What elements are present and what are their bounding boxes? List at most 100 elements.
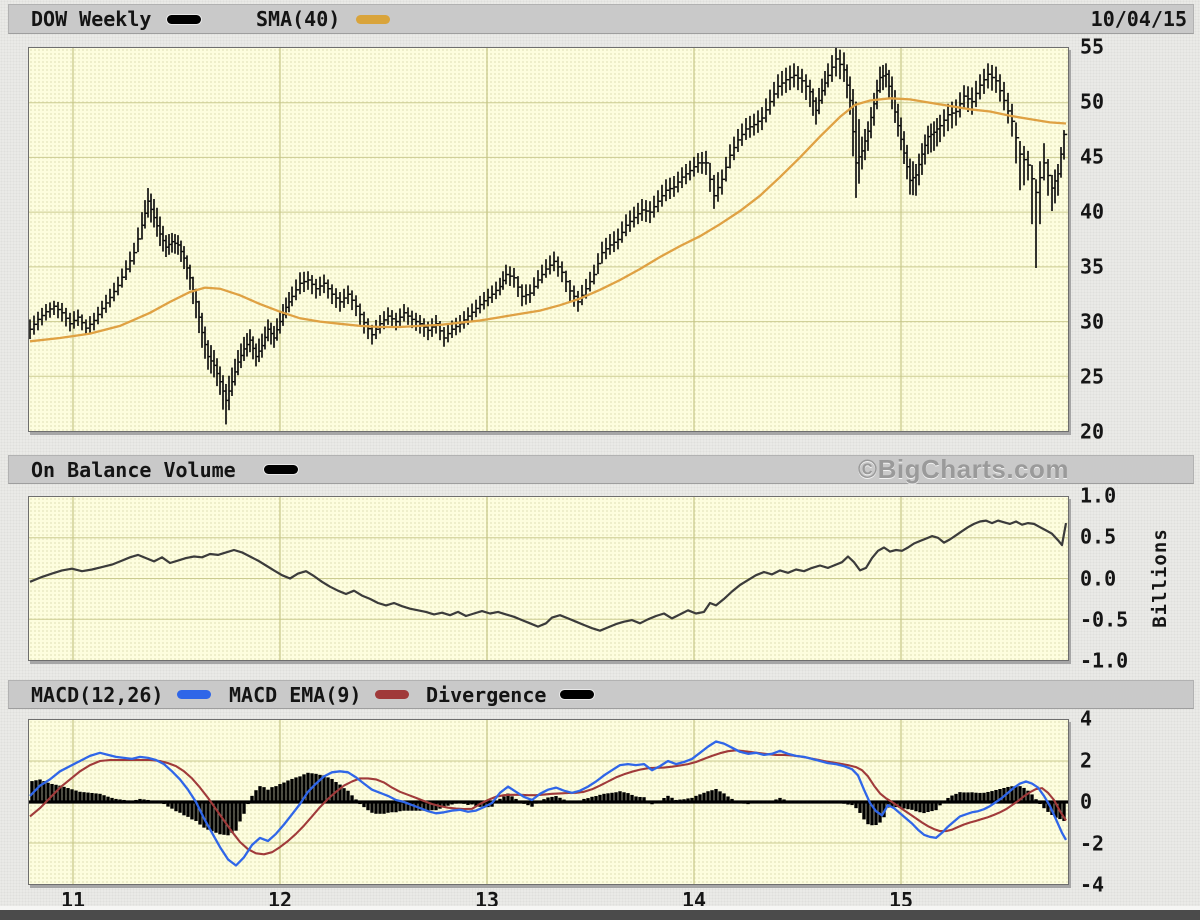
- histogram-bar: [910, 802, 914, 810]
- histogram-bar: [238, 802, 242, 822]
- histogram-bar: [266, 789, 270, 802]
- histogram-bar: [166, 802, 170, 807]
- histogram-bar: [638, 796, 642, 802]
- histogram-bar: [182, 802, 186, 816]
- histogram-bar: [346, 790, 350, 802]
- macd-chart-svg: [29, 720, 1068, 884]
- legend-item-dow-weekly: DOW Weekly: [31, 5, 202, 33]
- histogram-bar: [342, 788, 346, 802]
- histogram-bar: [530, 802, 534, 807]
- histogram-bar: [702, 792, 706, 802]
- histogram-bar: [206, 802, 210, 830]
- macd-chart-panel: [28, 719, 1069, 885]
- histogram-bar: [966, 792, 970, 802]
- histogram-bar: [426, 802, 430, 811]
- histogram-bar: [1022, 787, 1026, 802]
- histogram-bar: [282, 782, 286, 802]
- histogram-bar: [1030, 794, 1034, 802]
- histogram-bar: [42, 781, 46, 802]
- histogram-bar: [902, 802, 906, 809]
- histogram-bar: [930, 802, 934, 812]
- histogram-bar: [550, 796, 554, 802]
- obv-y-tick: -1.0: [1080, 648, 1129, 673]
- obv-gridlines: [29, 497, 1068, 660]
- histogram-bar: [978, 792, 982, 802]
- macd-ema-swatch: [375, 690, 410, 699]
- histogram-bar: [298, 776, 302, 802]
- histogram-bar: [686, 798, 690, 802]
- histogram-bar: [606, 793, 610, 802]
- histogram-bar: [854, 802, 858, 809]
- histogram-bar: [610, 792, 614, 802]
- histogram-bar: [862, 802, 866, 820]
- histogram-bar: [410, 802, 414, 811]
- price-chart-panel: [28, 47, 1069, 432]
- price-header-bar: DOW Weekly SMA(40) 10/04/15: [8, 4, 1194, 34]
- histogram-bar: [54, 784, 58, 802]
- histogram-bar: [946, 797, 950, 802]
- histogram-bar: [254, 790, 258, 802]
- histogram-bar: [1014, 785, 1018, 802]
- histogram-bar: [906, 802, 910, 810]
- obv-chart-svg: [29, 497, 1068, 660]
- histogram-bar: [594, 796, 598, 802]
- price-gridlines: [29, 48, 1068, 431]
- price-y-tick: 35: [1080, 254, 1105, 279]
- price-bars-series: [29, 48, 1068, 425]
- macd-header-bar: MACD(12,26) MACD EMA(9) Divergence: [8, 680, 1194, 709]
- histogram-bar: [874, 802, 878, 826]
- histogram-bar: [990, 791, 994, 802]
- histogram-bar: [1006, 786, 1010, 802]
- histogram-bar: [270, 787, 274, 802]
- obv-y-tick: 1.0: [1080, 483, 1117, 508]
- histogram-bar: [302, 774, 306, 802]
- chart-date: 10/04/15: [1090, 7, 1187, 31]
- histogram-bar: [778, 797, 782, 802]
- obv-swatch: [263, 465, 298, 474]
- histogram-bar: [202, 802, 206, 828]
- histogram-bar: [926, 802, 930, 812]
- histogram-bar: [214, 802, 218, 833]
- histogram-bar: [634, 796, 638, 802]
- histogram-bar: [546, 797, 550, 802]
- histogram-bar: [662, 798, 666, 802]
- histogram-bar: [694, 795, 698, 802]
- histogram-bar: [30, 781, 34, 802]
- obv-chart-panel: [28, 496, 1069, 661]
- obv-label: On Balance Volume: [31, 457, 236, 482]
- histogram-bar: [250, 795, 254, 802]
- macd-y-tick: 4: [1080, 706, 1093, 731]
- histogram-bar: [922, 802, 926, 814]
- histogram-bar: [306, 772, 310, 802]
- histogram-bar: [958, 792, 962, 802]
- legend-item-macd-ema: MACD EMA(9): [229, 681, 410, 708]
- histogram-bar: [602, 793, 606, 802]
- histogram-bar: [94, 793, 98, 802]
- histogram-bar: [170, 802, 174, 809]
- obv-unit-label: Billions: [1149, 528, 1171, 628]
- obv-y-tick: 0.0: [1080, 566, 1117, 591]
- macd-swatch: [177, 690, 212, 699]
- histogram-bar: [670, 797, 674, 802]
- macd-y-tick: 2: [1080, 748, 1093, 773]
- histogram-bar: [318, 774, 322, 802]
- price-y-tick: 50: [1080, 89, 1105, 114]
- histogram-bar: [314, 773, 318, 802]
- histogram-bar: [490, 802, 494, 807]
- macd-ema-label: MACD EMA(9): [229, 682, 362, 707]
- histogram-bar: [194, 802, 198, 821]
- histogram-bar: [398, 802, 402, 812]
- histogram-bar: [442, 802, 446, 808]
- histogram-bar: [598, 794, 602, 802]
- histogram-bar: [882, 802, 886, 818]
- histogram-bar: [878, 802, 882, 823]
- histogram-bar: [90, 792, 94, 802]
- price-y-tick: 25: [1080, 364, 1105, 389]
- obv-y-tick: -0.5: [1080, 607, 1129, 632]
- histogram-bar: [258, 786, 262, 802]
- histogram-bar: [418, 802, 422, 811]
- bigcharts-watermark: ©BigCharts.com: [857, 454, 1069, 484]
- histogram-bar: [1062, 802, 1066, 821]
- legend-item-macd: MACD(12,26): [31, 681, 212, 708]
